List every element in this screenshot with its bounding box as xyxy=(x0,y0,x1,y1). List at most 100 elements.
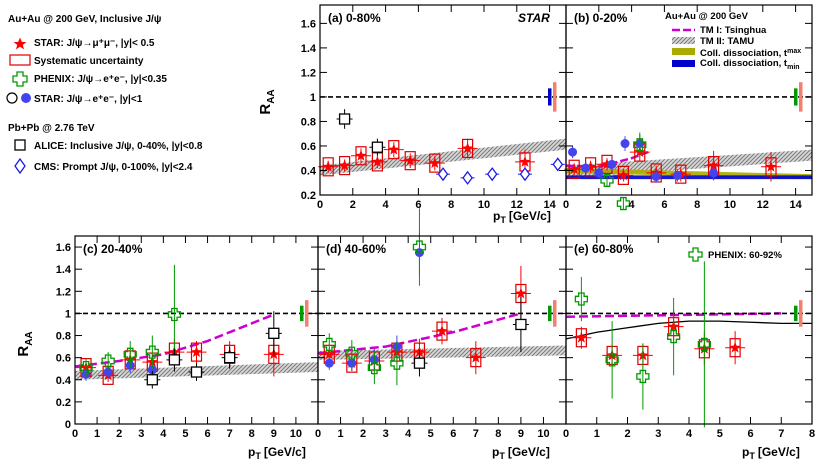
norm-unc-box-a xyxy=(548,88,552,106)
legend-syst: Systematic uncertainty xyxy=(34,56,144,67)
x-tick-label: 8 xyxy=(694,199,700,211)
x-tick-label: 14 xyxy=(543,199,556,211)
cms-point xyxy=(519,167,531,182)
y-tick-label: 0.4 xyxy=(301,165,317,177)
syst-box xyxy=(339,155,351,176)
y-tick-label: 1 xyxy=(65,308,71,320)
x-tick-label: 0 xyxy=(315,428,321,440)
xlabel-top-sub: T xyxy=(500,215,506,225)
ylabel-bottom-main: R xyxy=(15,346,32,357)
star-mumu-point xyxy=(707,159,720,171)
norm-unc-box2-e xyxy=(799,300,803,327)
syst-box xyxy=(404,151,416,171)
x-tick-label: 3 xyxy=(138,428,144,440)
xlabel-d-unit: [GeV/c] xyxy=(508,445,550,459)
norm-unc-box-c xyxy=(300,305,304,322)
x-tick-label: 8 xyxy=(495,428,501,440)
legend-tm1: TM I: Tsinghua xyxy=(700,25,767,36)
xlabel-d-p: p xyxy=(492,445,499,459)
x-tick-label: 14 xyxy=(789,199,802,211)
phenix-point xyxy=(633,138,647,152)
panel-title-b: (b) 0-20% xyxy=(574,11,628,25)
syst-box xyxy=(322,157,334,177)
y-tick-label: 1.2 xyxy=(56,286,71,298)
xlabel-top-unit: [GeV/c] xyxy=(509,209,551,223)
phenix-note-icon xyxy=(688,247,703,262)
star-mumu-point xyxy=(584,160,597,172)
frame-e xyxy=(565,235,813,425)
ylabel-top-main: R xyxy=(257,104,274,115)
star-ee-point xyxy=(568,147,578,157)
syst-box xyxy=(429,153,441,173)
y-tick-label: 1.4 xyxy=(301,43,317,55)
legend-cd-min-text: Coll. dissociation, t xyxy=(700,58,788,69)
x-tick-label: 12 xyxy=(757,199,769,211)
y-tick-label: 1.4 xyxy=(56,264,72,276)
star-ee-point xyxy=(673,170,683,180)
x-tick-label: 1 xyxy=(594,428,600,440)
x-tick-label: 8 xyxy=(249,428,255,440)
alice-point xyxy=(413,357,426,369)
panel-title-a: (a) 0-80% xyxy=(328,11,381,25)
legend-cd-min-sub: min xyxy=(787,64,799,71)
legend-star-icon xyxy=(13,37,27,50)
legend-cd-max-text: Coll. dissociation, t xyxy=(700,48,788,59)
x-tick-label: 4 xyxy=(405,428,412,440)
y-tick-label: 0.2 xyxy=(56,397,71,409)
ylabel-bottom: RAA xyxy=(15,331,35,356)
star-mumu-point xyxy=(429,157,441,168)
xlabel-e-unit: [GeV/c] xyxy=(758,445,800,459)
star-ee-point xyxy=(324,358,334,368)
alice-point xyxy=(515,318,527,331)
norm-unc-box2-d xyxy=(553,300,557,327)
x-tick-label: 7 xyxy=(778,428,784,440)
legend-left: Au+Au @ 200 GeV, Inclusive J/ψ STAR: J/ψ… xyxy=(6,14,203,175)
alice-point xyxy=(223,351,236,364)
star-mumu-point xyxy=(388,143,400,155)
norm-unc-box-e xyxy=(794,305,798,322)
syst-box xyxy=(462,138,474,159)
x-tick-label: 0 xyxy=(563,199,569,211)
x-tick-label: 0 xyxy=(563,428,569,440)
legend-alice-icon xyxy=(14,139,26,151)
alice-point xyxy=(338,113,351,125)
legend-cd-max: Coll. dissociation, tmax xyxy=(700,48,801,59)
legend-cms-icon xyxy=(14,157,26,175)
y-tick-label: 0 xyxy=(65,419,71,431)
phenix-point xyxy=(367,360,382,375)
legend-models: Au+Au @ 200 GeV TM I: Tsinghua TM II: TA… xyxy=(665,11,801,71)
tm1-line-c xyxy=(74,313,275,368)
panel-a-0-80: 0 2 4 6 8 10 12 14 0.2 0.4 0.6 0.8 1 1.2 1.4 1.6 (a) 0-8… xyxy=(301,4,567,211)
syst-box xyxy=(729,338,741,358)
star-mumu-point xyxy=(355,149,367,161)
phenix-point xyxy=(390,356,404,370)
syst-box xyxy=(388,140,400,160)
star-ee-point xyxy=(581,163,591,173)
x-tick-label: 6 xyxy=(415,199,421,211)
star-mumu-point xyxy=(575,331,588,343)
x-tick-label: 12 xyxy=(511,199,523,211)
star-ee-point xyxy=(147,365,157,375)
star-ee-point xyxy=(651,172,661,182)
x-tick-label: 7 xyxy=(227,428,233,440)
star-mumu-point xyxy=(729,341,741,353)
y-tick-label: 0.6 xyxy=(56,353,71,365)
legend-tm2-band xyxy=(672,37,695,44)
cms-point xyxy=(462,170,473,185)
legend-cd-min: Coll. dissociation, tmin xyxy=(700,58,800,71)
x-tick-label: 2 xyxy=(350,199,356,211)
norm-unc-box2-c xyxy=(305,300,309,327)
legend-tm2: TM II: TAMU xyxy=(700,36,754,47)
x-tick-label: 6 xyxy=(450,428,456,440)
phenix-point xyxy=(636,369,650,384)
star-mumu-point xyxy=(470,351,482,363)
alice-point xyxy=(371,141,384,153)
legend-auau-title: Au+Au @ 200 GeV, Inclusive J/ψ xyxy=(8,14,161,25)
ylabel-top: RAA xyxy=(257,89,277,114)
syst-box xyxy=(568,159,580,179)
star-ee-point xyxy=(103,367,113,377)
legend-phenix: PHENIX: J/ψ→e⁺e⁻, |y|<0.35 xyxy=(34,74,167,85)
phenix-point xyxy=(145,345,159,359)
x-tick-label: 3 xyxy=(383,428,389,440)
alice-point xyxy=(268,327,280,339)
